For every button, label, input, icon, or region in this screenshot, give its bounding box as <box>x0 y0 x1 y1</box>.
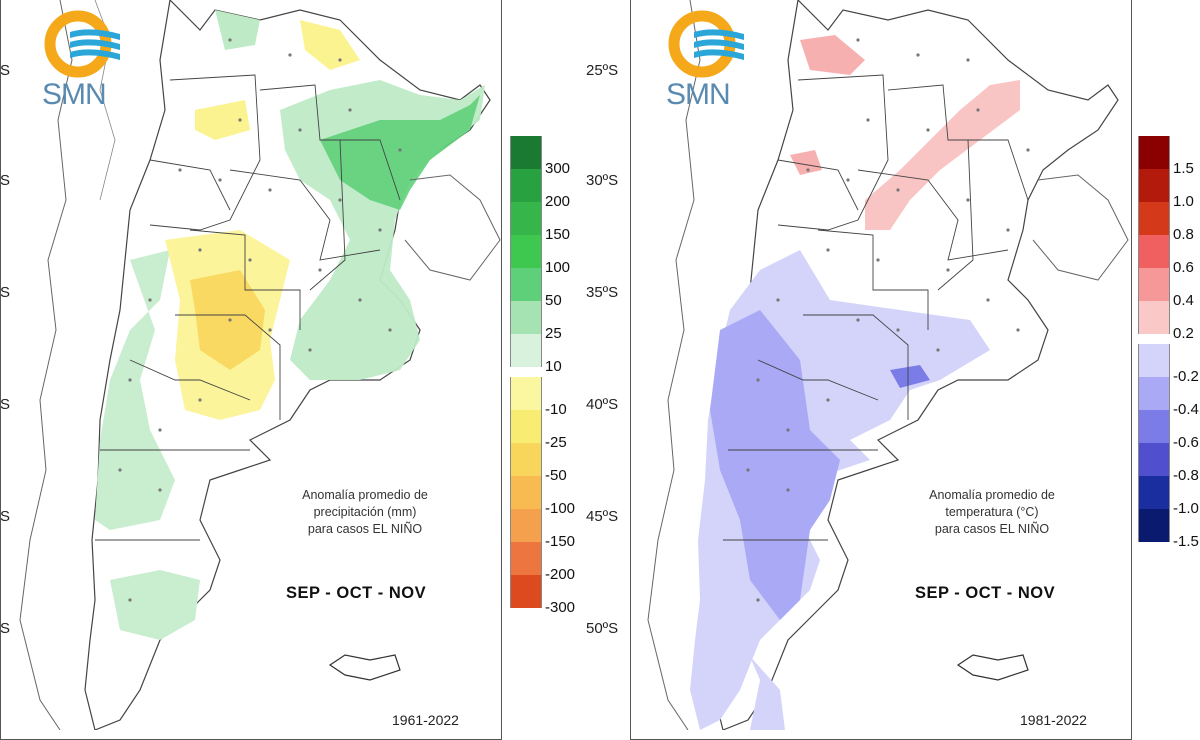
legend-swatch <box>1138 169 1170 202</box>
latitude-label: 30ºS <box>586 172 619 189</box>
legend-label: 300 <box>545 160 571 177</box>
legend-label: 0.8 <box>1173 226 1194 243</box>
season-label: SEP - OCT - NOV <box>286 584 427 602</box>
legend-swatch <box>1138 301 1170 334</box>
period-label: 1981-2022 <box>1020 712 1087 728</box>
legend-label: -25 <box>545 434 567 451</box>
map-caption: Anomalía promedio de temperatura (°C) pa… <box>929 488 1055 536</box>
temperature-map <box>647 0 1129 730</box>
smn-logo-text: SMN <box>42 78 107 111</box>
legend-swatch <box>510 443 542 476</box>
latitude-label: 50ºS <box>586 620 619 637</box>
legend-swatch <box>510 377 542 410</box>
legend-label: 200 <box>545 193 571 210</box>
legend-label: 0.2 <box>1173 325 1194 342</box>
latitude-label: S <box>0 284 11 301</box>
legend-swatch <box>510 476 542 509</box>
latitude-label: 45ºS <box>586 508 619 525</box>
map-caption: Anomalía promedio de precipitación (mm) … <box>302 488 428 536</box>
legend-label: 10 <box>545 358 562 375</box>
latitude-label: 35ºS <box>586 284 619 301</box>
latitude-label: S <box>0 508 11 525</box>
legend-swatch <box>510 542 542 575</box>
latitude-label: 25ºS <box>586 62 619 79</box>
legend-swatch <box>1138 136 1170 169</box>
smn-logo-icon <box>668 10 744 78</box>
legend-label: 1.0 <box>1173 193 1194 210</box>
legend-swatch <box>1138 509 1170 542</box>
legend-swatch <box>510 235 542 268</box>
legend-label: -300 <box>545 599 576 616</box>
legend-swatch <box>1138 443 1170 476</box>
legend-swatch <box>1138 344 1170 377</box>
legend-swatch <box>1138 476 1170 509</box>
latitude-label: S <box>0 172 11 189</box>
legend-swatch <box>510 136 542 169</box>
latitude-label: S <box>0 396 11 413</box>
latitude-label: 40ºS <box>586 396 619 413</box>
legend-label: 25 <box>545 325 562 342</box>
legend-swatch <box>1138 235 1170 268</box>
season-label: SEP - OCT - NOV <box>915 584 1056 602</box>
legend-label: 150 <box>545 226 571 243</box>
legend-swatch <box>1138 202 1170 235</box>
latitude-label: S <box>0 62 11 79</box>
legend-label: -10 <box>545 401 567 418</box>
legend-label: -0.2 <box>1173 368 1199 385</box>
temperature-legend: 1.5 1.0 0.8 0.6 0.4 0.2 -0.2 -0.4 -0.6 -0.8 -1.0 -1… <box>1138 136 1200 636</box>
legend-swatch <box>510 509 542 542</box>
legend-label: 1.5 <box>1173 160 1194 177</box>
legend-swatch <box>510 575 542 608</box>
legend-label: -100 <box>545 500 576 517</box>
legend-swatch <box>510 268 542 301</box>
latitude-label: S <box>0 620 11 637</box>
legend-label: -0.6 <box>1173 434 1199 451</box>
precipitation-panel: SMN S S S S S S Anomalía promedio de pre… <box>0 0 600 740</box>
legend-label: 0.6 <box>1173 259 1194 276</box>
legend-label: -200 <box>545 566 576 583</box>
legend-swatch <box>510 301 542 334</box>
precipitation-map <box>19 0 501 730</box>
legend-label: 0.4 <box>1173 292 1194 309</box>
legend-label: -1.0 <box>1173 500 1199 517</box>
legend-swatch <box>510 334 542 367</box>
legend-label: -1.5 <box>1173 533 1199 550</box>
legend-swatch <box>1138 410 1170 443</box>
legend-label: -150 <box>545 533 576 550</box>
legend-swatch <box>1138 377 1170 410</box>
legend-swatch <box>1138 268 1170 301</box>
precipitation-legend: 300 200 150 100 50 25 10 -10 -25 -50 -100 -150 -200 -… <box>510 136 600 636</box>
legend-label: 100 <box>545 259 571 276</box>
legend-swatch <box>510 410 542 443</box>
smn-logo-text: SMN <box>666 78 731 111</box>
smn-logo-icon <box>44 10 120 78</box>
legend-label: -0.4 <box>1173 401 1199 418</box>
temperature-panel: SMN 25ºS 30ºS 35ºS 40ºS 45ºS 50ºS Anomal… <box>586 0 1200 740</box>
legend-label: 50 <box>545 292 562 309</box>
legend-swatch <box>510 169 542 202</box>
legend-label: -50 <box>545 467 567 484</box>
legend-swatch <box>510 202 542 235</box>
period-label: 1961-2022 <box>392 712 459 728</box>
legend-label: -0.8 <box>1173 467 1199 484</box>
